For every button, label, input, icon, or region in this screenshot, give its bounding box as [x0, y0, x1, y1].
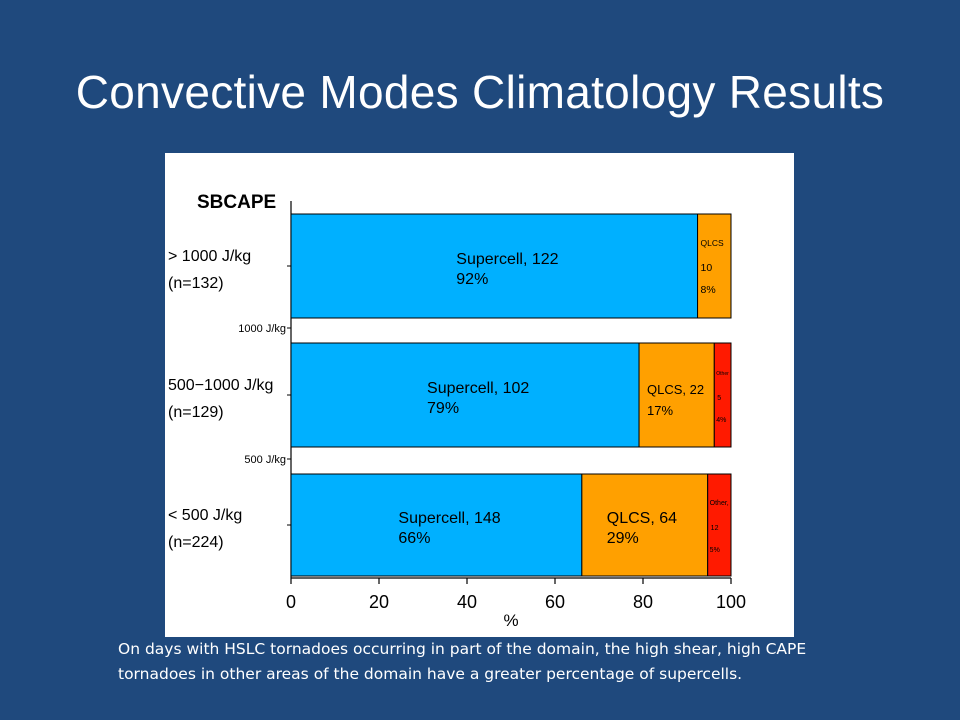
bar-supercell-3 — [290, 473, 583, 577]
category-label-1: > 1000 J/kg — [168, 248, 251, 265]
segment-label-other-2-line-2: 5 — [717, 395, 721, 402]
x-tick-label-20: 20 — [369, 592, 389, 612]
category-label-2: 500−1000 J/kg — [168, 377, 273, 394]
separator-label-1000-j-kg: 1000 J/kg — [238, 323, 286, 335]
x-axis-label: % — [503, 611, 518, 630]
segment-label-qlcs-2-line-2: 17% — [647, 403, 673, 418]
segment-label-other-3-line-2: 12 — [711, 525, 719, 532]
segment-label-supercell-2-line-2: 79% — [427, 400, 459, 417]
category-n-label-3: (n=224) — [168, 534, 224, 551]
segment-label-qlcs-1-line-1: QLCS — [701, 238, 724, 248]
separator-label-500-j-kg: 500 J/kg — [244, 454, 286, 466]
segment-label-other-2-line-1: Other — [716, 371, 729, 377]
x-tick-label-100: 100 — [716, 592, 746, 612]
bar-other-2 — [713, 342, 732, 448]
segment-label-other-2-line-3: 4% — [716, 417, 726, 424]
category-n-label-1: (n=132) — [168, 275, 224, 292]
chart-panel: SBCAPE > 1000 J/kg (n=132) Supercell, 122 92… — [165, 153, 794, 637]
segment-label-supercell-2-line-1: Supercell, 102 — [427, 380, 529, 397]
slide-caption: On days with HSLC tornadoes occurring in… — [118, 640, 807, 683]
sbcape-stacked-bar-chart: SBCAPE > 1000 J/kg (n=132) Supercell, 122 92… — [168, 192, 746, 630]
bar-other-3 — [707, 473, 732, 577]
segment-label-other-3-line-3: 5% — [710, 547, 720, 554]
slide-title: Convective Modes Climatology Results — [75, 66, 885, 118]
segment-label-supercell-1-line-1: Supercell, 122 — [456, 251, 558, 268]
segment-label-qlcs-3-line-2: 29% — [607, 530, 639, 547]
category-n-label-2: (n=129) — [168, 404, 224, 421]
category-label-3: < 500 J/kg — [168, 507, 242, 524]
x-tick-label-0: 0 — [286, 592, 296, 612]
chart-title: SBCAPE — [197, 192, 276, 213]
bar-qlcs-3 — [581, 473, 709, 577]
bar-qlcs-2 — [638, 342, 715, 448]
x-tick-label-40: 40 — [457, 592, 477, 612]
segment-label-supercell-3-line-1: Supercell, 148 — [398, 510, 500, 527]
segment-label-supercell-1-line-2: 92% — [456, 271, 488, 288]
segment-label-supercell-3-line-2: 66% — [398, 530, 430, 547]
x-tick-label-60: 60 — [545, 592, 565, 612]
segment-label-qlcs-3-line-1: QLCS, 64 — [607, 510, 677, 527]
x-tick-label-80: 80 — [633, 592, 653, 612]
segment-label-other-3-line-1: Other, — [710, 500, 729, 507]
segment-label-qlcs-1-line-3: 8% — [701, 284, 716, 296]
bar-supercell-2 — [290, 342, 640, 448]
segment-label-qlcs-2-line-1: QLCS, 22 — [647, 382, 704, 397]
segment-label-qlcs-1-line-2: 10 — [701, 262, 713, 274]
bar-qlcs-1 — [697, 213, 732, 319]
